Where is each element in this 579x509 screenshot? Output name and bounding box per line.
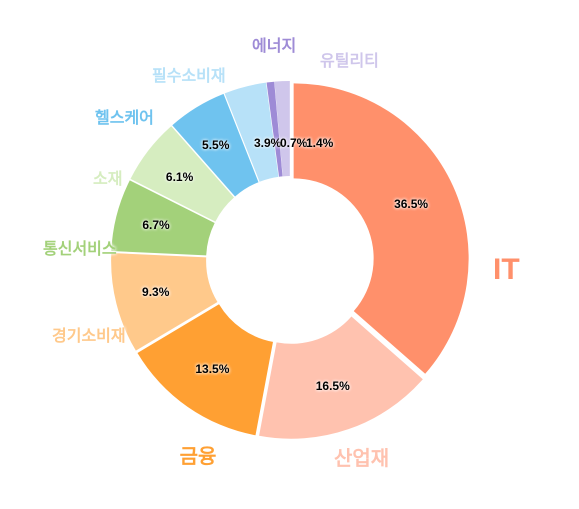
slice-value-label: 6.1% [166,170,193,184]
slice-category-label: IT [493,253,520,287]
slice-value-label: 0.7% [280,136,307,150]
slice-category-label: 유틸리티 [320,47,379,71]
slice-value-label: 36.5% [394,197,428,211]
slice-value-label: 16.5% [316,379,350,393]
slice-value-label: 3.9% [254,136,281,150]
slice-category-label: 산업재 [334,442,389,471]
slice-value-label: 9.3% [142,285,169,299]
slice-category-label: 경기소비재 [52,322,126,346]
slice-category-label: 금융 [180,440,217,469]
slice-category-label: 헬스케어 [95,104,154,128]
slice-value-label: 5.5% [202,138,229,152]
slice-value-label: 13.5% [195,362,229,376]
slice-category-label: 통신서비스 [43,235,117,259]
slice-category-label: 필수소비재 [152,62,226,86]
slice-value-label: 6.7% [142,218,169,232]
slice-category-label: 에너지 [252,32,296,56]
slice [294,83,469,373]
slice-category-label: 소재 [93,165,122,189]
slice-value-label: 1.4% [306,136,333,150]
donut-chart: 36.5% IT 16.5% 산업재 13.5% 금융 9.3% 경기소비재 6.7% 통신서비스… [0,0,579,504]
